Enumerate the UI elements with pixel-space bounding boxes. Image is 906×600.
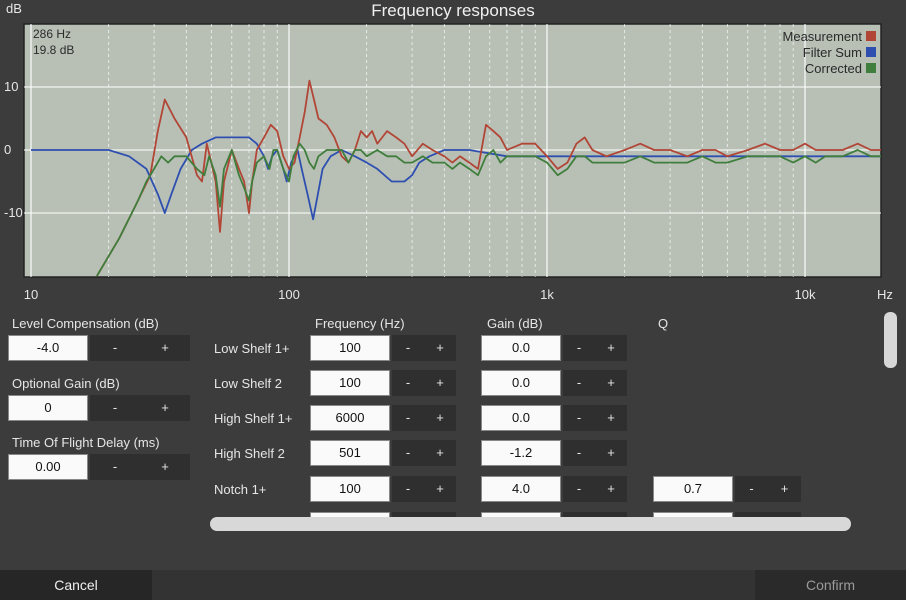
gain-decrement-button[interactable]: - xyxy=(563,440,595,466)
gain-column-header: Gain (dB) xyxy=(487,316,543,331)
filter-row-partial xyxy=(200,512,900,518)
optional-gain-decrement-button[interactable]: - xyxy=(90,395,140,421)
series-line-corrected xyxy=(96,142,881,277)
q-column-header: Q xyxy=(658,316,669,331)
legend-entry-label: Measurement xyxy=(783,29,863,44)
x-axis-ticks: 10 100 1k 10k xyxy=(24,287,816,302)
frequency-decrement-button[interactable]: - xyxy=(392,476,424,502)
confirm-button[interactable]: Confirm xyxy=(755,570,906,600)
tof-delay-increment-button[interactable]: + xyxy=(140,454,190,480)
frequency-column-header: Frequency (Hz) xyxy=(315,316,405,331)
cursor-frequency-readout: 286 Hz xyxy=(33,27,71,41)
optional-gain-input[interactable]: 0 xyxy=(8,395,88,421)
filter-name-label: Low Shelf 1+ xyxy=(214,341,290,356)
gain-input[interactable]: 0.0 xyxy=(481,405,561,431)
gain-input[interactable]: 0.0 xyxy=(481,370,561,396)
gain-decrement-button[interactable]: - xyxy=(563,476,595,502)
gain-input-partial[interactable] xyxy=(481,512,561,518)
frequency-input[interactable]: 501 xyxy=(310,440,390,466)
optional-gain-label: Optional Gain (dB) xyxy=(12,376,120,391)
tof-delay-decrement-button[interactable]: - xyxy=(90,454,140,480)
q-input[interactable]: 0.7 xyxy=(653,476,733,502)
q-stepper-partial[interactable] xyxy=(735,512,801,518)
optional-gain-increment-button[interactable]: + xyxy=(140,395,190,421)
x-tick-label: 10k xyxy=(795,287,816,302)
vertical-scrollbar[interactable] xyxy=(884,312,897,368)
filter-name-label: Notch 1+ xyxy=(214,482,267,497)
series-line-measurement xyxy=(96,79,881,277)
chart-title: Frequency responses xyxy=(371,1,535,20)
level-compensation-label: Level Compensation (dB) xyxy=(12,316,159,331)
gain-input[interactable]: 0.0 xyxy=(481,335,561,361)
legend-swatch xyxy=(866,47,876,57)
gain-decrement-button[interactable]: - xyxy=(563,370,595,396)
x-tick-label: 10 xyxy=(24,287,38,302)
tof-delay-input[interactable]: 0.00 xyxy=(8,454,88,480)
frequency-decrement-button[interactable]: - xyxy=(392,335,424,361)
y-tick-label: 0 xyxy=(4,142,11,157)
gain-increment-button[interactable]: + xyxy=(595,370,627,396)
frequency-input[interactable]: 100 xyxy=(310,335,390,361)
gain-increment-button[interactable]: + xyxy=(595,440,627,466)
gain-increment-button[interactable]: + xyxy=(595,476,627,502)
frequency-increment-button[interactable]: + xyxy=(424,440,456,466)
grid-lines xyxy=(24,24,881,277)
frequency-input[interactable]: 100 xyxy=(310,476,390,502)
filter-name-label: Low Shelf 2 xyxy=(214,376,282,391)
filter-name-label: High Shelf 2 xyxy=(214,446,285,461)
gain-increment-button[interactable]: + xyxy=(595,405,627,431)
cancel-button[interactable]: Cancel xyxy=(0,570,152,600)
gain-input[interactable]: -1.2 xyxy=(481,440,561,466)
gain-stepper-partial[interactable] xyxy=(563,512,627,518)
frequency-increment-button[interactable]: + xyxy=(424,405,456,431)
frequency-decrement-button[interactable]: - xyxy=(392,440,424,466)
y-tick-label: 10 xyxy=(4,79,18,94)
legend-swatch xyxy=(866,31,876,41)
level-compensation-decrement-button[interactable]: - xyxy=(90,335,140,361)
tof-delay-label: Time Of Flight Delay (ms) xyxy=(12,435,160,450)
frequency-input[interactable]: 100 xyxy=(310,370,390,396)
series-lines xyxy=(31,79,881,277)
gain-input[interactable]: 4.0 xyxy=(481,476,561,502)
y-axis-ticks: 10 0 -10 xyxy=(4,79,23,220)
q-decrement-button[interactable]: - xyxy=(735,476,768,502)
frequency-decrement-button[interactable]: - xyxy=(392,370,424,396)
x-axis-unit-label: Hz xyxy=(877,287,893,302)
frequency-increment-button[interactable]: + xyxy=(424,335,456,361)
frequency-decrement-button[interactable]: - xyxy=(392,405,424,431)
gain-decrement-button[interactable]: - xyxy=(563,335,595,361)
legend-entry-label: Filter Sum xyxy=(803,45,862,60)
level-compensation-increment-button[interactable]: + xyxy=(140,335,190,361)
frequency-increment-button[interactable]: + xyxy=(424,476,456,502)
q-input-partial[interactable] xyxy=(653,512,733,518)
gain-decrement-button[interactable]: - xyxy=(563,405,595,431)
legend-swatch xyxy=(866,63,876,73)
x-tick-label: 1k xyxy=(540,287,554,302)
filter-name-label: High Shelf 1+ xyxy=(214,411,293,426)
gain-increment-button[interactable]: + xyxy=(595,335,627,361)
frequency-increment-button[interactable]: + xyxy=(424,370,456,396)
y-tick-label: -10 xyxy=(4,205,23,220)
q-increment-button[interactable]: + xyxy=(768,476,801,502)
level-compensation-input[interactable]: -4.0 xyxy=(8,335,88,361)
frequency-response-chart[interactable]: 100-10 10 100 1k 10k 286 Hz 19.8 dB Measure… xyxy=(0,0,906,305)
x-tick-label: 100 xyxy=(278,287,300,302)
frequency-stepper-partial[interactable] xyxy=(392,512,456,518)
frequency-input[interactable]: 6000 xyxy=(310,405,390,431)
horizontal-scrollbar[interactable] xyxy=(210,517,851,531)
cursor-level-readout: 19.8 dB xyxy=(33,43,74,57)
legend-entry-label: Corrected xyxy=(805,61,862,76)
y-axis-unit-label: dB xyxy=(6,1,22,16)
frequency-input-partial[interactable] xyxy=(310,512,390,518)
